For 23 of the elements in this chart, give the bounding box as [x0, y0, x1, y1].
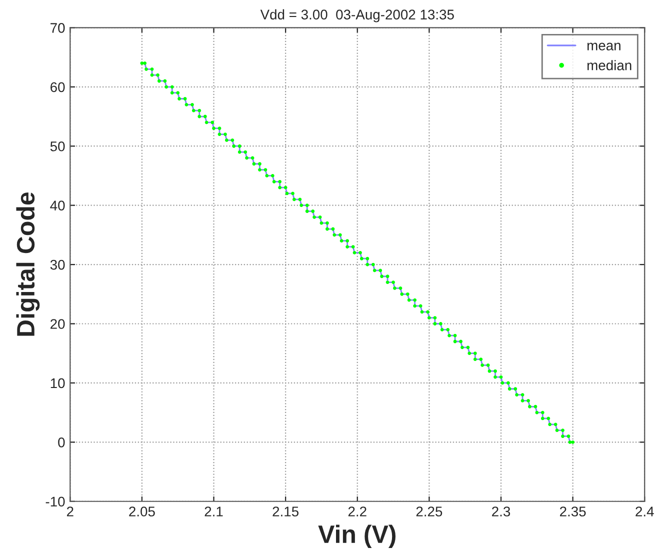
x-tick-label: 2.25: [416, 506, 442, 516]
y-tick-label: -10: [46, 496, 65, 507]
y-tick-label: 0: [58, 437, 65, 448]
chart-title: Vdd = 3.00 03-Aug-2002 13:35: [260, 9, 454, 22]
x-tick-label: 2.4: [636, 506, 654, 516]
x-axis-title: Vin (V): [318, 524, 396, 548]
x-tick-label: 2.1: [204, 506, 223, 516]
y-tick-label: 60: [50, 82, 65, 92]
y-axis-title: Digital Code: [16, 192, 40, 336]
x-tick-label: 2.2: [348, 506, 366, 516]
y-tick-label: 10: [50, 378, 65, 388]
legend-label: mean: [587, 42, 620, 50]
legend-label: median: [587, 60, 632, 70]
y-tick-label: 40: [50, 200, 65, 210]
y-tick-label: 30: [50, 260, 65, 270]
x-tick-label: 2.05: [129, 506, 155, 516]
x-tick-label: 2.35: [560, 506, 586, 516]
y-tick-label: 70: [50, 23, 65, 33]
y-tick-label: 20: [50, 319, 65, 329]
x-tick-label: 2.15: [272, 506, 299, 516]
x-tick-label: 2.3: [492, 506, 510, 516]
x-tick-label: 2: [66, 506, 74, 516]
y-tick-label: 50: [50, 141, 65, 152]
